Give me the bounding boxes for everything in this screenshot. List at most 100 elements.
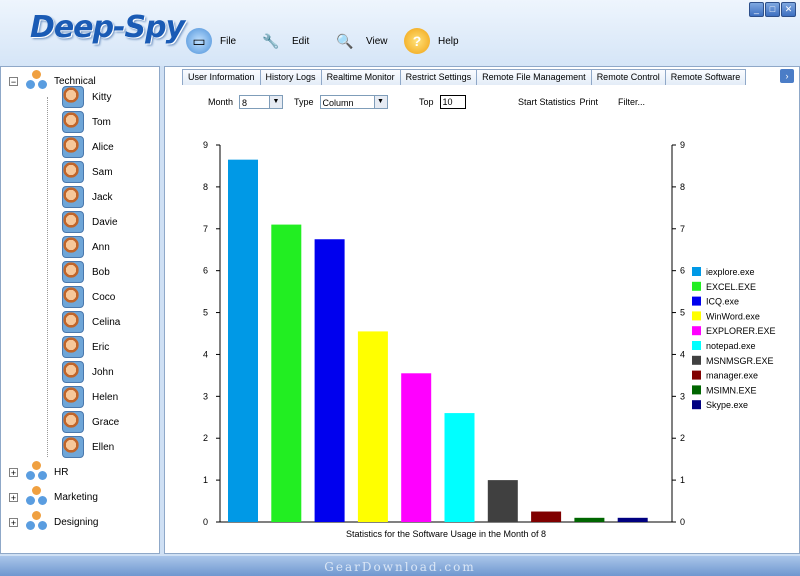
tree-user-label: Bob: [92, 266, 110, 278]
tab-realtime-monitor[interactable]: Realtime Monitor: [320, 69, 401, 85]
menu-file[interactable]: ▭ File: [186, 28, 236, 54]
tab-scroll-right-icon[interactable]: ›: [780, 69, 794, 83]
main-panel: [164, 66, 800, 554]
user-icon: [62, 186, 84, 208]
month-select[interactable]: 8 ▼: [239, 95, 284, 109]
chart-title: Statistics for the Software Usage in the…: [346, 529, 546, 539]
y-tick-label-right: 0: [680, 517, 685, 527]
top-input[interactable]: 10: [439, 95, 466, 109]
tree-user-eric[interactable]: Eric: [62, 336, 109, 358]
tree-user-celina[interactable]: Celina: [62, 311, 120, 333]
tree-user-label: Tom: [92, 116, 111, 128]
collapse-icon[interactable]: −: [9, 76, 18, 87]
tree-group-marketing[interactable]: + Marketing: [9, 486, 98, 508]
tree-group-hr[interactable]: + HR: [9, 461, 68, 483]
tree-user-grace[interactable]: Grace: [62, 411, 119, 433]
user-icon: [62, 86, 84, 108]
tab-history-logs[interactable]: History Logs: [259, 69, 322, 85]
tree-group-label: Marketing: [54, 491, 98, 503]
y-tick-label-left: 7: [203, 224, 208, 234]
close-button[interactable]: ✕: [781, 2, 796, 17]
menu-view[interactable]: 🔍 View: [332, 28, 387, 54]
minimize-button[interactable]: _: [749, 2, 764, 17]
bar-excel-exe: [271, 224, 302, 522]
tree-user-davie[interactable]: Davie: [62, 211, 118, 233]
tab-remote-control[interactable]: Remote Control: [590, 69, 666, 85]
y-tick-label-left: 1: [203, 475, 208, 485]
legend-label: iexplore.exe: [706, 267, 755, 277]
tree-group-designing[interactable]: + Designing: [9, 511, 98, 533]
y-tick-label-left: 3: [203, 391, 208, 401]
type-label: Type: [294, 97, 314, 107]
tree-user-label: Sam: [92, 166, 113, 178]
user-icon: [62, 261, 84, 283]
y-tick-label-left: 8: [203, 182, 208, 192]
tree-user-kitty[interactable]: Kitty: [62, 86, 111, 108]
legend-label: MSNMSGR.EXE: [706, 356, 774, 366]
y-tick-label-right: 1: [680, 475, 685, 485]
menu-edit[interactable]: 🔧 Edit: [258, 28, 309, 54]
expand-icon[interactable]: +: [9, 467, 18, 478]
user-icon: [62, 386, 84, 408]
type-select[interactable]: Column ▼: [319, 95, 388, 109]
tree-user-jack[interactable]: Jack: [62, 186, 113, 208]
y-tick-label-right: 4: [680, 349, 685, 359]
tree-user-label: Alice: [92, 141, 114, 153]
bar-notepad-exe: [444, 413, 475, 522]
tree-user-label: Ann: [92, 241, 110, 253]
maximize-button[interactable]: □: [765, 2, 780, 17]
action-links: Start Statistics Print Filter...: [518, 94, 645, 110]
legend-swatch: [692, 385, 701, 395]
tree-user-label: Ellen: [92, 441, 115, 453]
top-label: Top: [419, 97, 434, 107]
wrench-icon: 🔧: [262, 32, 280, 49]
tree-user-label: Celina: [92, 316, 121, 328]
tree-user-ann[interactable]: Ann: [62, 236, 110, 258]
expand-icon[interactable]: +: [9, 492, 18, 503]
tab-remote-file-management[interactable]: Remote File Management: [476, 69, 592, 85]
user-icon: [62, 436, 84, 458]
tree-user-tom[interactable]: Tom: [62, 111, 111, 133]
bar-skype-exe: [617, 517, 648, 522]
type-value: Column: [322, 98, 354, 108]
legend-label: WinWord.exe: [706, 311, 760, 321]
tree-user-label: Eric: [92, 341, 110, 353]
bar-msnmsgr-exe: [487, 480, 518, 522]
print-button[interactable]: Print: [579, 97, 599, 107]
tree-connector: [47, 97, 48, 457]
user-icon: [62, 111, 84, 133]
tree-user-label: Grace: [92, 416, 120, 428]
user-group-icon: [24, 511, 50, 533]
tree-group-label: Designing: [54, 516, 99, 528]
filter-button[interactable]: Filter...: [618, 97, 646, 107]
bar-manager-exe: [531, 511, 562, 522]
chevron-down-icon[interactable]: ▼: [269, 96, 283, 108]
help-icon: ?: [404, 28, 430, 54]
tree-user-coco[interactable]: Coco: [62, 286, 115, 308]
chevron-down-icon[interactable]: ▼: [373, 96, 387, 108]
tab-remote-software[interactable]: Remote Software: [664, 69, 747, 85]
tree-user-bob[interactable]: Bob: [62, 261, 110, 283]
tab-restrict-settings[interactable]: Restrict Settings: [399, 69, 478, 85]
magnifier-icon: 🔍: [336, 32, 354, 49]
tab-user-information[interactable]: User Information: [182, 69, 261, 85]
menu-help[interactable]: ? Help: [404, 28, 459, 54]
bar-winword-exe: [357, 331, 388, 522]
expand-icon[interactable]: +: [9, 517, 18, 528]
tab-bar: User Information History Logs Realtime Mon…: [182, 69, 747, 85]
start-statistics-button[interactable]: Start Statistics: [518, 97, 576, 107]
legend-swatch: [692, 267, 701, 276]
menu-help-label: Help: [438, 35, 459, 47]
tree-user-ellen[interactable]: Ellen: [62, 436, 114, 458]
tree-user-helen[interactable]: Helen: [62, 386, 118, 408]
tree-user-alice[interactable]: Alice: [62, 136, 114, 158]
user-icon: [62, 411, 84, 433]
status-bar: [0, 556, 800, 576]
legend-label: ICQ.exe: [706, 297, 739, 307]
tree-group-technical[interactable]: − Technical: [9, 70, 96, 92]
tree-user-sam[interactable]: Sam: [62, 161, 113, 183]
tree-user-john[interactable]: John: [62, 361, 114, 383]
tree-user-label: Helen: [92, 391, 119, 403]
menu-file-label: File: [220, 35, 237, 47]
y-tick-label-left: 9: [203, 140, 208, 150]
